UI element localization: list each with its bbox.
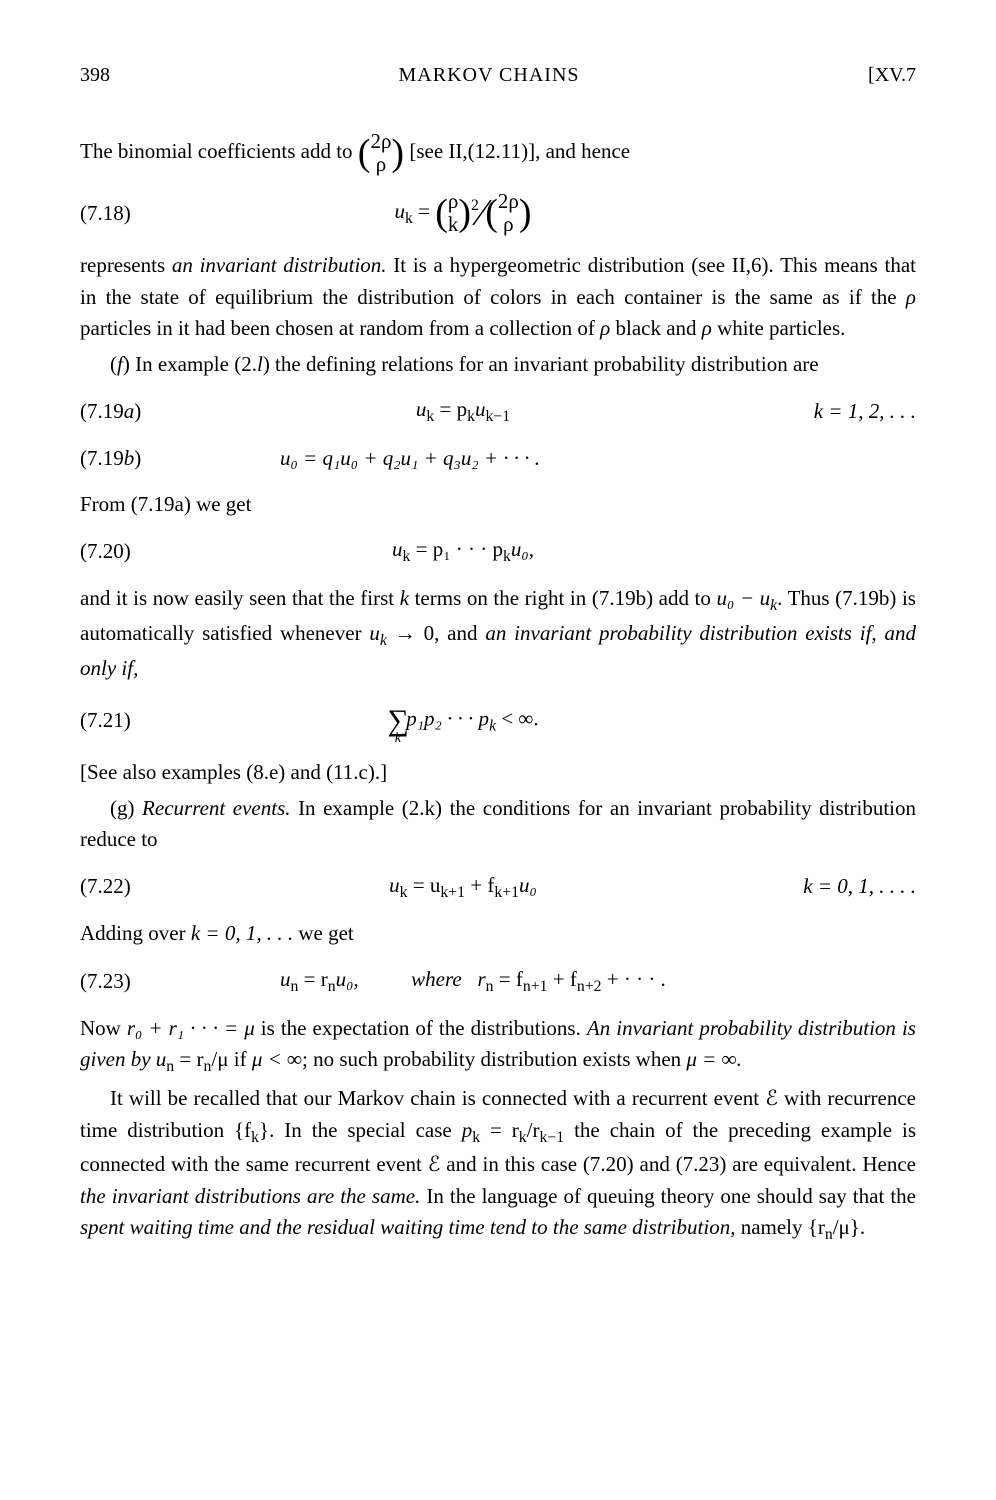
equation-7-22: (7.22) uk = uk+1 + fk+1u₀ k = 0, 1, . . … — [80, 870, 916, 905]
section-ref: [XV.7 — [868, 60, 916, 90]
equation-7-19a: (7.19a) uk = pkuk−1 k = 1, 2, . . . — [80, 394, 916, 429]
paragraph-8: Adding over k = 0, 1, . . . we get — [80, 918, 916, 950]
equation-7-19b: (7.19b) u₀ = q₁u₀ + q₂u₁ + q₃u₂ + · · · … — [80, 443, 916, 475]
equation-7-20: (7.20) uk = p₁ · · · pku₀, — [80, 534, 916, 569]
paragraph-5: and it is now easily seen that the first… — [80, 583, 916, 684]
paragraph-intro: The binomial coefficients add to (2ρρ) [… — [80, 130, 916, 176]
equation-7-21: (7.21) ∑k p₁p₂ · · · pk < ∞. — [80, 698, 916, 743]
paragraph-3: (f) In example (2.l) the defining relati… — [80, 349, 916, 381]
page-number: 398 — [80, 60, 110, 90]
page-header: 398 MARKOV CHAINS [XV.7 — [80, 60, 916, 90]
paragraph-2: represents an invariant distribution. It… — [80, 250, 916, 345]
chapter-title: MARKOV CHAINS — [399, 60, 580, 90]
equation-7-23: (7.23) un = rnu₀, where rn = fn+1 + fn+2… — [80, 964, 916, 999]
paragraph-9: Now r₀ + r₁ · · · = μ is the expectation… — [80, 1013, 916, 1079]
equation-7-18: (7.18) uk = (ρk)2⁄(2ρρ) — [80, 190, 916, 236]
paragraph-4: From (7.19a) we get — [80, 489, 916, 521]
paragraph-7: (g) Recurrent events. In example (2.k) t… — [80, 793, 916, 856]
paragraph-6: [See also examples (8.e) and (11.c).] — [80, 757, 916, 789]
paragraph-10: It will be recalled that our Markov chai… — [80, 1083, 916, 1247]
binomial-coeff: (2ρρ) — [358, 130, 404, 176]
